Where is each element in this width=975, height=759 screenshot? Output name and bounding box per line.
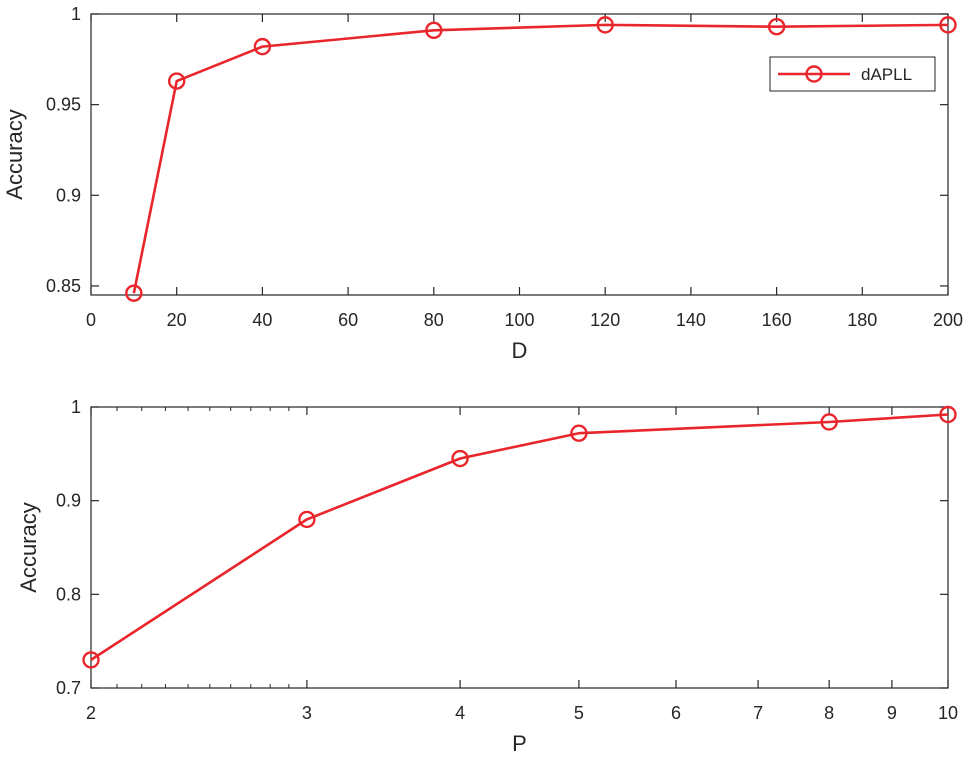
data-point [298,510,316,529]
y-tick-label: 0.9 [56,491,81,511]
y-tick-label: 0.8 [56,584,81,604]
x-tick-label: 140 [676,310,706,330]
data-point [939,405,957,424]
data-point [451,449,469,468]
data-point [570,424,588,442]
x-tick-label: 7 [753,703,763,723]
legend-label: dAPLL [861,65,912,84]
data-point [125,284,143,302]
y-tick-label: 0.85 [46,276,81,296]
x-tick-label: 120 [590,310,620,330]
x-tick-label: 80 [424,310,444,330]
data-point [767,17,786,36]
data-point [82,651,100,669]
legend: dAPLL [769,56,936,92]
x-tick-label: 20 [167,310,187,330]
chart-accuracy-vs-p: 2 3 4 5 6 7 8 9 10 0.7 0.8 0.9 1 P Accuracy [16,397,958,756]
x-tick-label: 160 [762,310,792,330]
axes-box [90,13,949,296]
x-tick-label: 9 [887,703,897,723]
y-tick-label: 1 [71,4,81,24]
data-point [253,37,272,56]
y-axis-label: Accuracy [2,109,27,199]
x-tick-label: 180 [847,310,877,330]
legend-marker [805,65,823,83]
y-tick-label: 0.95 [46,95,81,115]
x-tick-label: 60 [338,310,358,330]
data-point [167,72,186,90]
x-axis-label: P [512,731,527,756]
y-axis-label: Accuracy [16,502,41,592]
data-point [939,16,957,34]
axes-box [90,406,949,689]
data-point [820,413,838,431]
series-line [132,23,949,294]
x-axis-label: D [512,338,528,363]
data-point [596,16,614,34]
chart-accuracy-vs-d: 0 20 40 60 80 100 120 140 160 180 200 0.85 0.9 0.95 1 D… [2,4,963,363]
x-tick-label: 2 [86,703,96,723]
x-tick-label: 4 [455,703,465,723]
x-tick-label: 6 [671,703,681,723]
x-tick-label: 200 [933,310,963,330]
x-tick-label: 8 [824,703,834,723]
y-tick-label: 1 [71,397,81,417]
x-tick-label: 0 [86,310,96,330]
x-tick-label: 3 [302,703,312,723]
y-tick-label: 0.7 [56,678,81,698]
x-tick-label: 5 [574,703,584,723]
x-tick-label: 10 [938,703,958,723]
y-tick-label: 0.9 [56,185,81,205]
series-line [90,413,949,661]
x-tick-label: 40 [252,310,272,330]
x-tick-label: 100 [504,310,534,330]
data-point [425,21,443,40]
